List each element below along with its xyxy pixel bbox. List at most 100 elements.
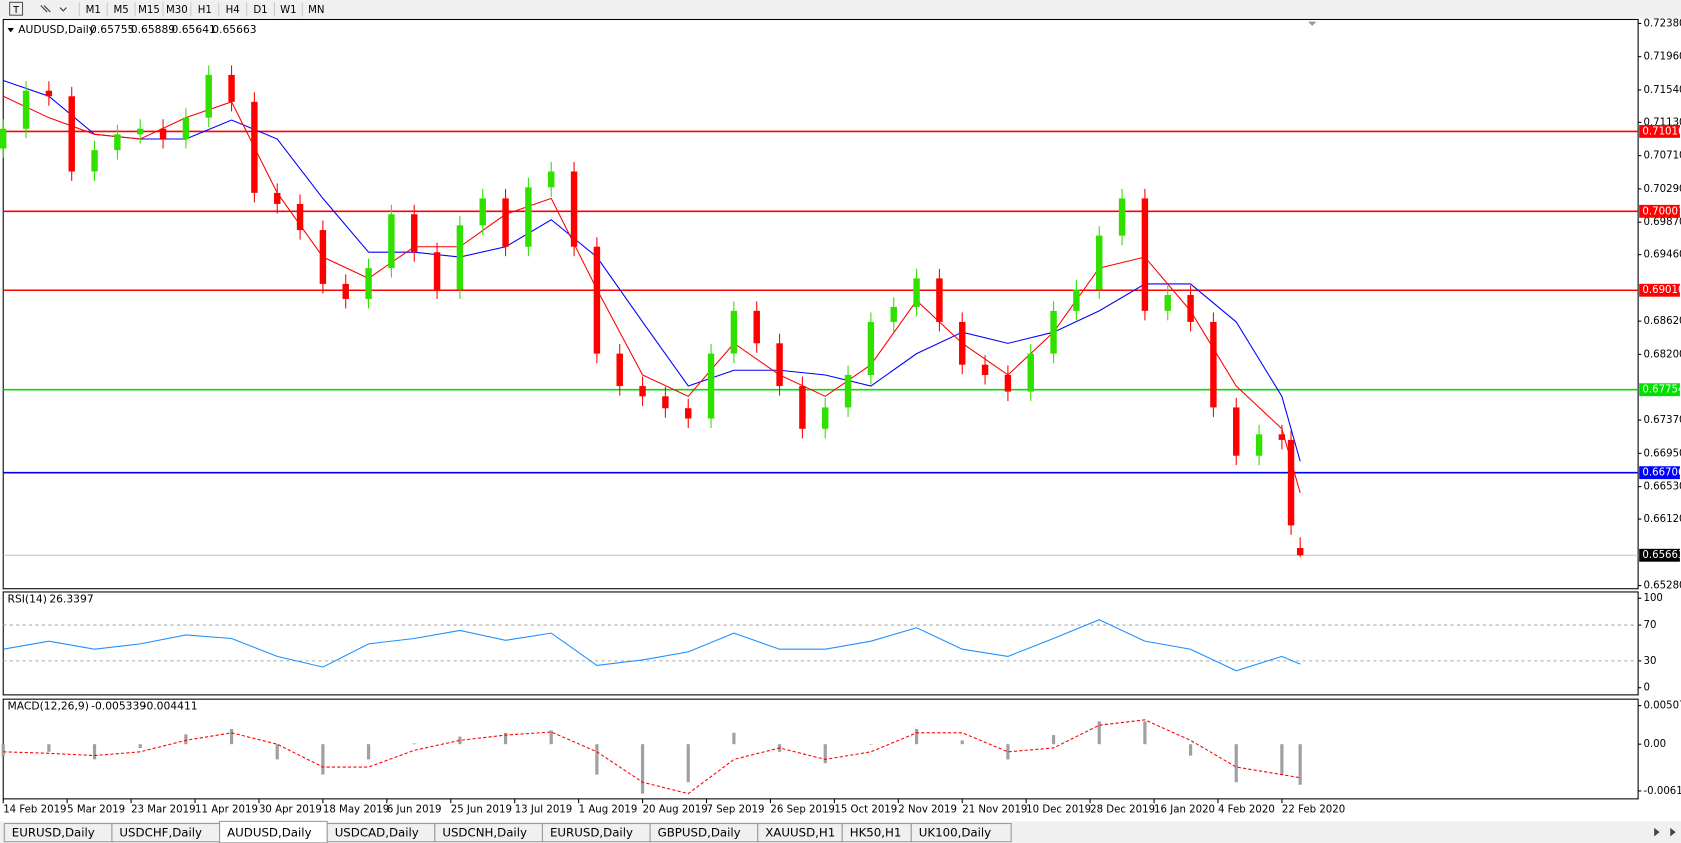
- tab-label[interactable]: USDCHF,Daily: [119, 826, 202, 840]
- toolbar: [0, 0, 1681, 19]
- candle-body: [730, 310, 738, 354]
- timeframe-button[interactable]: H4: [226, 5, 240, 16]
- macd-bar: [138, 744, 142, 748]
- timeframe-button[interactable]: M1: [86, 5, 101, 16]
- tab[interactable]: [910, 822, 1012, 843]
- candle-body: [228, 74, 235, 102]
- candle-body: [1141, 198, 1149, 311]
- shift-marker: [1307, 21, 1317, 26]
- main-panel: [2, 18, 1639, 590]
- tab-label[interactable]: GBPUSD,Daily: [658, 826, 741, 840]
- timeframe-button[interactable]: M5: [114, 5, 129, 16]
- menu-arrow[interactable]: [7, 28, 14, 33]
- candle-body: [1004, 374, 1012, 392]
- x-tick-label: 16 Jan 2020: [1154, 805, 1215, 816]
- candle-body: [1278, 434, 1286, 440]
- candle-body: [662, 396, 669, 409]
- candle-body: [616, 353, 623, 387]
- level-label: 0.71016: [1642, 126, 1681, 137]
- candle-body: [1287, 439, 1295, 526]
- ohlc-high: 0.65889: [131, 23, 176, 36]
- candle-body: [1233, 407, 1240, 456]
- x-tick-label: 23 Mar 2019: [131, 805, 196, 816]
- timeframe-button[interactable]: M30: [166, 5, 188, 16]
- shapes-tool[interactable]: [40, 5, 67, 13]
- tab-label[interactable]: USDCAD,Daily: [335, 826, 419, 840]
- tab-label[interactable]: EURUSD,Daily: [12, 826, 95, 840]
- macd-bar: [47, 744, 51, 752]
- y-tick-label: 0.65280: [1643, 581, 1681, 592]
- tab-label[interactable]: UK100,Daily: [919, 826, 991, 840]
- y-tick-label: 0: [1643, 683, 1649, 694]
- x-tick-label: 6 Jun 2019: [387, 805, 442, 816]
- candle-body: [1187, 295, 1194, 322]
- macd-bar: [1, 744, 5, 757]
- candle-body: [411, 214, 418, 253]
- macd-bar: [869, 744, 873, 745]
- candle-body: [251, 101, 258, 193]
- candle-body: [45, 90, 53, 97]
- tab-label[interactable]: USDCNH,Daily: [442, 826, 527, 840]
- macd-bar: [640, 744, 645, 794]
- macd-bar: [549, 730, 553, 745]
- candle-body: [296, 203, 304, 231]
- level-label: 0.67754: [1642, 385, 1681, 396]
- text-tool[interactable]: [9, 1, 24, 16]
- candle-body: [890, 306, 897, 322]
- x-tick-label: 10 Dec 2019: [1026, 805, 1091, 816]
- timeframe-button[interactable]: H1: [198, 5, 212, 16]
- timeframe-button[interactable]: M15: [138, 5, 160, 16]
- macd-bar: [321, 744, 325, 775]
- macd-bar: [960, 740, 964, 745]
- timeframe-button[interactable]: MN: [308, 5, 324, 16]
- macd-main-value: -0.005339: [91, 700, 146, 713]
- x-tick-label: 25 Jun 2019: [451, 805, 512, 816]
- candle-body: [137, 128, 144, 135]
- candle-body: [1210, 321, 1217, 408]
- candle-body: [1296, 547, 1304, 556]
- timeframe-button[interactable]: D1: [253, 5, 267, 16]
- candle-body: [936, 278, 943, 322]
- signal-line: [3, 719, 1301, 795]
- y-tick-label: 30: [1643, 656, 1656, 667]
- tab-label[interactable]: XAUUSD,H1: [765, 826, 835, 840]
- candle-body: [1050, 310, 1057, 354]
- timeframe-button[interactable]: W1: [280, 5, 297, 16]
- macd-bar: [92, 744, 97, 760]
- candle-body: [502, 198, 509, 247]
- ohlc-open: 0.65755: [90, 23, 134, 36]
- y-tick-label: 0.00: [1643, 739, 1666, 750]
- tab-scroll[interactable]: [1654, 827, 1676, 837]
- macd-bar: [229, 728, 234, 745]
- candle-body: [799, 386, 806, 429]
- current-price-label: 0.65663: [1642, 550, 1681, 561]
- rsi-line: [3, 619, 1301, 672]
- candle-body: [365, 268, 372, 299]
- tab-label[interactable]: HK50,H1: [850, 826, 902, 840]
- macd-signal-value: -0.004411: [143, 700, 198, 713]
- x-tick-label: 5 Mar 2019: [67, 805, 125, 816]
- x-tick-label: 4 Feb 2020: [1218, 805, 1275, 816]
- candle-body: [1255, 434, 1263, 456]
- macd-bar: [1006, 744, 1010, 760]
- macd-bar: [1298, 744, 1302, 785]
- macd-bar: [503, 732, 508, 745]
- candle-body: [1096, 235, 1103, 290]
- candle-body: [776, 343, 783, 387]
- candle-body: [525, 187, 532, 247]
- x-tick-label: 13 Jul 2019: [515, 805, 573, 816]
- candle-body: [707, 353, 715, 419]
- rsi-panel: [2, 591, 1639, 696]
- tab-label[interactable]: EURUSD,Daily: [550, 826, 633, 840]
- macd-panel: [2, 698, 1639, 800]
- candle-body: [548, 171, 555, 188]
- tab-label[interactable]: AUDUSD,Daily: [227, 826, 312, 840]
- text-tool-icon: T: [12, 5, 19, 16]
